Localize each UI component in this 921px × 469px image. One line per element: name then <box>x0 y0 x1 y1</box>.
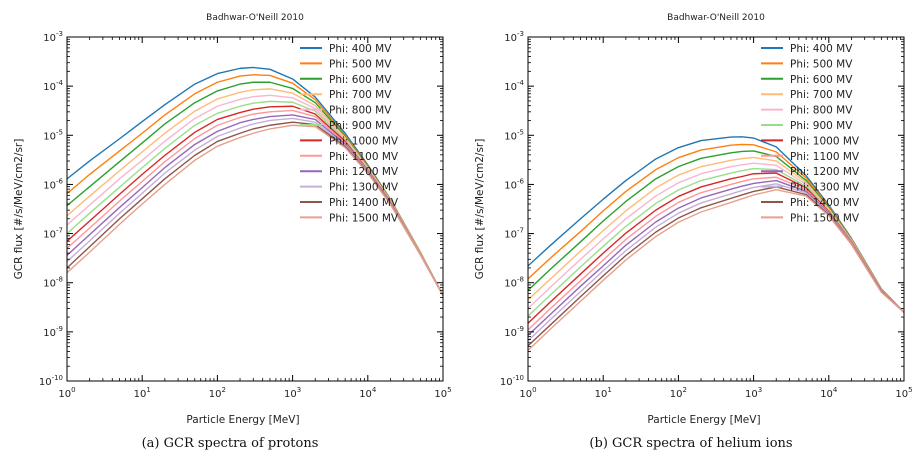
y-axis-label: GCR flux [#/s/MeV/cm2/sr] <box>474 139 486 280</box>
chart-title: Badhwar-O'Neill 2010 <box>667 13 765 23</box>
legend-label-12: Phi: 1500 MV <box>329 212 399 224</box>
y-tick-label: 10-8 <box>43 276 63 290</box>
plot-frame <box>527 36 905 382</box>
y-tick-label: 10-6 <box>504 177 524 191</box>
chart-panel-helium: Badhwar-O'Neill 2010 100 101 102 103 104 105 10… <box>461 0 921 469</box>
x-tick-label: 104 <box>820 386 838 400</box>
y-tick-label: 10-4 <box>43 79 63 93</box>
x-tick-label: 102 <box>670 386 687 400</box>
y-tick-label: 10-9 <box>43 325 63 339</box>
chart-helium: Badhwar-O'Neill 2010 100 101 102 103 104 105 10… <box>474 13 913 426</box>
y-tick-label: 10-3 <box>504 30 524 44</box>
chart-title: Badhwar-O'Neill 2010 <box>206 13 304 23</box>
chart-protons: Badhwar-O'Neill 2010 100 101 102 103 104 105 10… <box>13 13 452 426</box>
caption-helium: (b) GCR spectra of helium ions <box>589 436 793 451</box>
y-tick-label: 10-7 <box>504 227 524 241</box>
legend-label-5: Phi: 800 MV <box>329 105 392 117</box>
legend-label-3: Phi: 600 MV <box>329 74 392 86</box>
x-tick-label: 100 <box>58 386 75 400</box>
y-tick-label: 10-9 <box>504 325 524 339</box>
x-axis-label: Particle Energy [MeV] <box>186 414 299 426</box>
legend-label-1: Phi: 400 MV <box>790 43 853 55</box>
legend-label-1: Phi: 400 MV <box>329 43 392 55</box>
legend-label-4: Phi: 700 MV <box>790 89 853 101</box>
y-tick-label: 10-6 <box>43 177 63 191</box>
legend-label-11: Phi: 1400 MV <box>790 197 860 209</box>
series-line-11 <box>528 186 904 347</box>
x-tick-label: 100 <box>519 386 536 400</box>
x-tick-label: 102 <box>209 386 226 400</box>
chart-panel-protons: Badhwar-O'Neill 2010 100 101 102 103 104 105 10… <box>0 0 460 469</box>
x-axis-label: Particle Energy [MeV] <box>647 414 760 426</box>
series-line-12 <box>67 124 443 296</box>
series-group <box>528 136 904 351</box>
x-tick-label: 103 <box>745 386 762 400</box>
x-tick-label: 101 <box>595 386 612 400</box>
y-axis-label: GCR flux [#/s/MeV/cm2/sr] <box>13 139 25 280</box>
legend-label-8: Phi: 1100 MV <box>790 151 860 163</box>
series-group <box>67 66 443 296</box>
legend-label-3: Phi: 600 MV <box>790 74 853 86</box>
legend-label-11: Phi: 1400 MV <box>329 197 399 209</box>
legend-label-6: Phi: 900 MV <box>790 120 853 132</box>
y-tick-label: 10-10 <box>39 374 63 388</box>
x-tick-label: 105 <box>434 386 451 400</box>
y-tick-label: 10-4 <box>504 79 524 93</box>
x-tick-label: 105 <box>895 386 912 400</box>
legend-label-6: Phi: 900 MV <box>329 120 392 132</box>
legend-label-5: Phi: 800 MV <box>790 105 853 117</box>
plot-frame <box>66 36 444 382</box>
legend-label-8: Phi: 1100 MV <box>329 151 399 163</box>
x-tick-label: 104 <box>359 386 377 400</box>
legend-label-12: Phi: 1500 MV <box>790 212 860 224</box>
legend-label-10: Phi: 1300 MV <box>790 182 860 194</box>
x-tick-label: 103 <box>284 386 301 400</box>
legend-label-9: Phi: 1200 MV <box>790 166 860 178</box>
legend-label-7: Phi: 1000 MV <box>329 135 399 147</box>
x-tick-label: 101 <box>134 386 151 400</box>
legend-label-4: Phi: 700 MV <box>329 89 392 101</box>
y-tick-label: 10-5 <box>504 128 524 142</box>
legend-label-10: Phi: 1300 MV <box>329 182 399 194</box>
y-tick-label: 10-8 <box>504 276 524 290</box>
y-tick-label: 10-10 <box>500 374 524 388</box>
series-line-12 <box>528 189 904 351</box>
legend-label-7: Phi: 1000 MV <box>790 135 860 147</box>
legend-label-2: Phi: 500 MV <box>790 58 853 70</box>
y-tick-label: 10-5 <box>43 128 63 142</box>
caption-protons: (a) GCR spectra of protons <box>141 436 319 451</box>
y-tick-label: 10-7 <box>43 227 63 241</box>
legend-label-2: Phi: 500 MV <box>329 58 392 70</box>
y-tick-label: 10-3 <box>43 30 63 44</box>
legend-label-9: Phi: 1200 MV <box>329 166 399 178</box>
